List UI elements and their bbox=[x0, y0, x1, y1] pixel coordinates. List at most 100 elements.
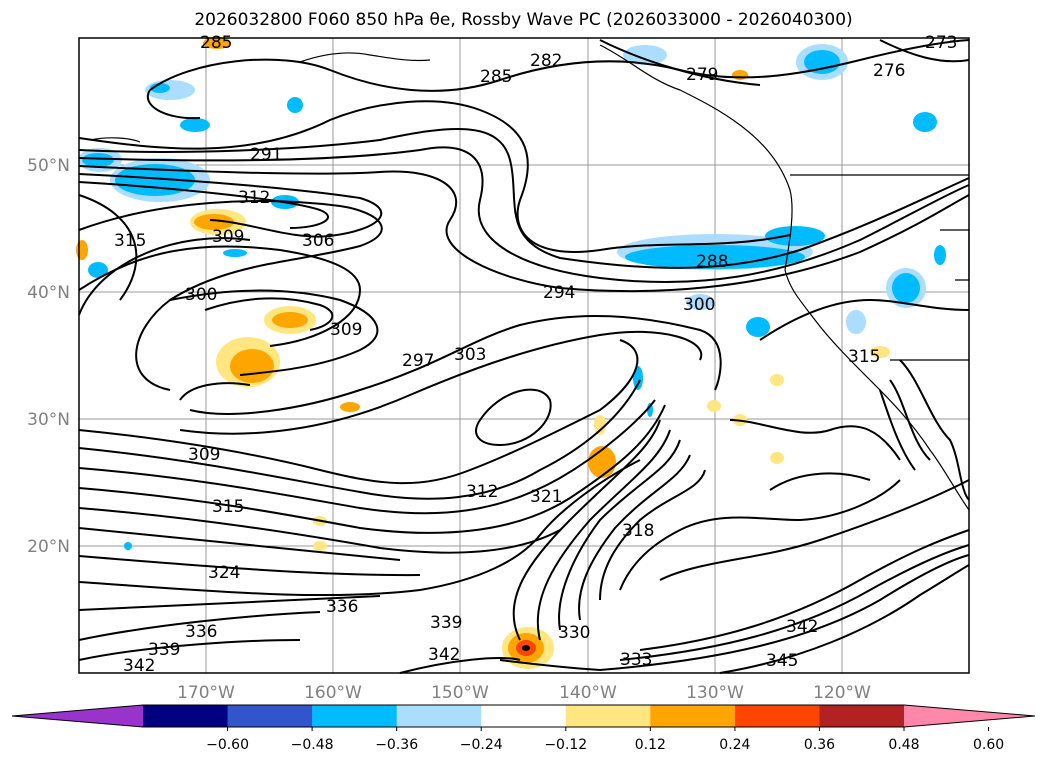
latitude-axis: 50°N 40°N 30°N 20°N bbox=[27, 156, 70, 557]
contour-label: 291 bbox=[250, 145, 282, 165]
anomaly-fill bbox=[846, 310, 866, 334]
colorbar-segment bbox=[819, 705, 905, 727]
contour-label: 336 bbox=[185, 622, 217, 642]
contour-line bbox=[78, 379, 641, 500]
anomaly-fill bbox=[625, 245, 805, 269]
contour-line bbox=[599, 554, 970, 671]
colorbar: −0.60 −0.48 −0.36 −0.24 −0.12 0.12 0.24 0.36 0.4… bbox=[11, 704, 1036, 753]
contour-label: 309 bbox=[330, 320, 362, 340]
contour-label: 321 bbox=[530, 487, 562, 507]
contour-label: 285 bbox=[200, 33, 232, 53]
contour-line bbox=[578, 454, 691, 621]
anomaly-fill bbox=[124, 542, 132, 550]
contour-line bbox=[879, 39, 970, 63]
anomaly-fill bbox=[194, 214, 234, 230]
anomaly-fill bbox=[313, 541, 327, 551]
contour-label: 330 bbox=[558, 623, 590, 643]
contour-label: 276 bbox=[873, 61, 905, 81]
contour-line bbox=[149, 39, 970, 92]
anomaly-fill bbox=[180, 118, 210, 132]
contour-line bbox=[78, 399, 656, 515]
colorbar-segment bbox=[312, 705, 398, 727]
contour-label: 315 bbox=[114, 231, 146, 251]
colorbar-tick-label: 0.48 bbox=[888, 737, 919, 753]
colorbar-tick-label: 0.24 bbox=[719, 737, 750, 753]
anomaly-fill bbox=[804, 50, 840, 74]
contour-label: 309 bbox=[188, 445, 220, 465]
contour-label: 315 bbox=[848, 347, 880, 367]
anomaly-fill bbox=[623, 45, 667, 65]
anomaly-fill bbox=[203, 37, 231, 49]
anomaly-fill bbox=[746, 317, 770, 337]
colorbar-segment bbox=[734, 705, 820, 727]
colorbar-segment bbox=[565, 705, 651, 727]
contour-line bbox=[78, 237, 251, 316]
contour-line bbox=[169, 289, 379, 376]
contour-label: 339 bbox=[430, 613, 462, 633]
aleutian-coast bbox=[89, 137, 141, 143]
contour-line bbox=[78, 100, 791, 253]
contour-line bbox=[78, 527, 401, 561]
lon-label: 130°W bbox=[686, 683, 744, 703]
contour-line bbox=[78, 173, 383, 238]
contour-label: 294 bbox=[543, 283, 575, 303]
colorbar-segment bbox=[143, 705, 229, 727]
contour-line bbox=[759, 298, 970, 341]
anomaly-fill bbox=[770, 374, 784, 386]
contour-labels: 285 282 279 276 273 285 291 312 315 309 … bbox=[114, 33, 957, 676]
anomaly-fill bbox=[686, 294, 714, 310]
contour-line bbox=[78, 507, 561, 554]
lon-label: 170°W bbox=[177, 683, 235, 703]
anomaly-fill bbox=[892, 273, 920, 303]
anomaly-fill bbox=[88, 262, 108, 278]
contour-label: 300 bbox=[683, 295, 715, 315]
graticule bbox=[79, 38, 969, 673]
contour-line bbox=[536, 429, 671, 641]
contour-label: 318 bbox=[622, 521, 654, 541]
anomaly-fill bbox=[287, 97, 303, 113]
colorbar-tick-label: 0.36 bbox=[804, 737, 835, 753]
contour-line bbox=[78, 339, 639, 485]
colorbar-segment bbox=[650, 705, 736, 727]
contour-line bbox=[78, 555, 421, 577]
anomaly-fill bbox=[870, 346, 890, 358]
contour-label: 312 bbox=[238, 188, 270, 208]
colorbar-tick-label: −0.12 bbox=[544, 737, 587, 753]
anomaly-fill bbox=[732, 70, 748, 80]
west-coast bbox=[784, 269, 970, 511]
contour-line bbox=[78, 165, 970, 293]
contour-label: 315 bbox=[212, 497, 244, 517]
lat-label: 50°N bbox=[27, 156, 70, 176]
contour-line bbox=[599, 39, 761, 86]
contour-line bbox=[639, 529, 970, 651]
contour-line bbox=[78, 146, 970, 284]
contour-label: 297 bbox=[402, 351, 434, 371]
lon-label: 140°W bbox=[559, 683, 617, 703]
contour-label: 300 bbox=[185, 285, 217, 305]
anomaly-fill bbox=[340, 402, 360, 412]
colorbar-segment bbox=[396, 705, 482, 727]
anomaly-fill bbox=[594, 415, 606, 435]
contour-line bbox=[78, 245, 362, 347]
lat-label: 30°N bbox=[27, 410, 70, 430]
contour-label: 336 bbox=[326, 597, 358, 617]
contour-label: 306 bbox=[302, 231, 334, 251]
contour-line bbox=[769, 472, 871, 491]
contour-label: 288 bbox=[696, 252, 728, 272]
contour-line bbox=[179, 382, 251, 401]
contour-line bbox=[399, 657, 521, 674]
contour-line bbox=[78, 404, 666, 534]
theta-e-contours bbox=[78, 39, 970, 674]
colorbar-tick-label: −0.36 bbox=[375, 737, 418, 753]
colorbar-tick-label: −0.60 bbox=[206, 737, 249, 753]
contour-line bbox=[475, 388, 552, 447]
contour-label: 342 bbox=[123, 656, 155, 676]
contour-line bbox=[204, 297, 334, 331]
contour-label: 333 bbox=[620, 650, 652, 670]
contour-line bbox=[659, 479, 970, 581]
anomaly-fill bbox=[115, 164, 195, 196]
contour-line bbox=[147, 89, 201, 120]
colorbar-tick-label: −0.48 bbox=[291, 737, 334, 753]
colorbar-segment bbox=[227, 705, 313, 727]
